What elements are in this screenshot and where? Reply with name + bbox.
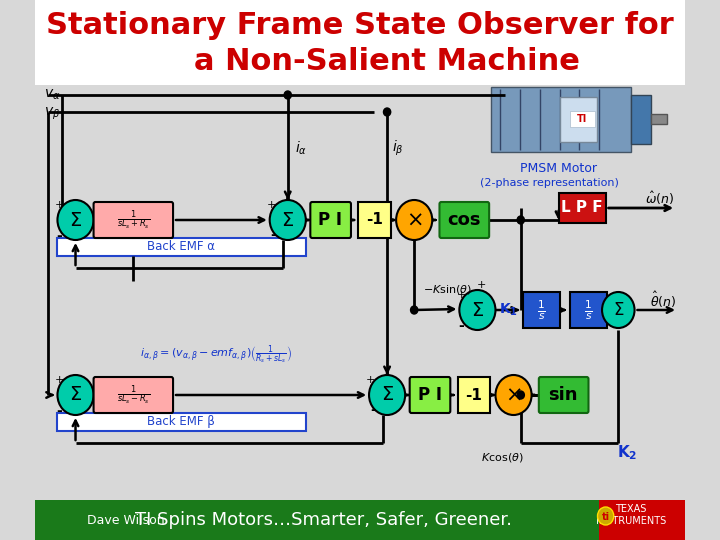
Bar [457,377,490,413]
Text: -1: -1 [366,213,383,227]
Bar [58,413,306,431]
Circle shape [459,290,495,330]
Text: +: + [55,375,64,385]
Text: -: - [458,319,464,333]
Text: Back EMF α: Back EMF α [147,240,215,253]
Text: TEXAS
INSTRUMENTS: TEXAS INSTRUMENTS [596,504,666,526]
Text: TI Spins Motors…Smarter, Safer, Greener.: TI Spins Motors…Smarter, Safer, Greener. [135,511,513,529]
FancyBboxPatch shape [410,377,450,413]
Circle shape [602,292,634,328]
Bar [560,97,597,142]
Text: $i_\beta$: $i_\beta$ [392,138,403,158]
Circle shape [598,507,613,525]
Text: $K\cos(\theta)$: $K\cos(\theta)$ [482,451,524,464]
Text: +: + [55,200,64,210]
Text: Dave Wilson: Dave Wilson [87,514,165,526]
Bar [599,500,685,540]
Text: $\Sigma$: $\Sigma$ [69,211,82,229]
FancyBboxPatch shape [94,377,173,413]
Text: $\frac{1}{sL_s-R_s}$: $\frac{1}{sL_s-R_s}$ [117,383,150,407]
Circle shape [410,306,418,314]
Text: $v_\beta$: $v_\beta$ [44,106,60,122]
Bar [651,114,667,124]
Text: ti: ti [602,512,610,522]
Bar [491,87,631,152]
Text: Back EMF β: Back EMF β [148,415,215,429]
FancyBboxPatch shape [539,377,588,413]
Text: $\Sigma$: $\Sigma$ [282,211,294,229]
Text: $\frac{1}{s}$: $\frac{1}{s}$ [584,298,593,322]
Text: sin: sin [549,386,578,404]
Bar [35,500,685,540]
Bar [559,193,606,223]
Text: P I: P I [318,211,342,229]
Text: $\mathbf{K_1}$: $\mathbf{K_1}$ [499,302,518,318]
Text: -1: -1 [465,388,482,402]
Text: $\hat{\omega}(n)$: $\hat{\omega}(n)$ [645,190,675,206]
Text: $i_\alpha$: $i_\alpha$ [295,139,307,157]
Circle shape [58,375,94,415]
Text: $\frac{1}{sL_s+R_s}$: $\frac{1}{sL_s+R_s}$ [117,208,150,232]
Text: L P F: L P F [562,200,603,215]
Text: $\times$: $\times$ [406,210,423,230]
Circle shape [58,200,94,240]
Circle shape [384,108,391,116]
Bar [570,111,595,127]
Text: +: + [366,375,376,385]
Text: $i_{\alpha,\beta}=(v_{\alpha,\beta}-emf_{\alpha,\beta})\left(\frac{1}{R_s+sL_s}\: $i_{\alpha,\beta}=(v_{\alpha,\beta}-emf_… [140,343,292,366]
Text: P I: P I [418,386,441,404]
Text: +: + [477,280,487,290]
FancyBboxPatch shape [94,202,173,238]
Circle shape [369,375,405,415]
Text: TI: TI [577,114,588,124]
Text: a Non-Salient Machine: a Non-Salient Machine [194,48,580,77]
Circle shape [270,200,306,240]
Circle shape [284,91,292,99]
Text: $\times$: $\times$ [505,385,522,405]
Bar [570,292,608,328]
Text: +: + [456,290,466,300]
Circle shape [517,391,524,399]
Text: -: - [56,229,62,243]
Text: -: - [370,403,376,417]
FancyBboxPatch shape [439,202,489,238]
Text: $\Sigma$: $\Sigma$ [471,300,484,320]
Circle shape [517,216,524,224]
Text: $\mathbf{K_2}$: $\mathbf{K_2}$ [617,444,638,462]
Text: Stationary Frame State Observer for: Stationary Frame State Observer for [46,11,674,40]
Text: +: + [267,200,276,210]
Bar [58,238,306,256]
Text: -: - [56,404,62,418]
Bar [523,292,560,328]
Bar [631,95,651,144]
Bar [358,202,391,238]
Text: PMSM Motor: PMSM Motor [520,161,597,174]
Text: $\Sigma$: $\Sigma$ [613,301,624,319]
Text: $v_\alpha$: $v_\alpha$ [44,88,60,102]
Circle shape [396,200,432,240]
Text: $\hat{\theta}(n)$: $\hat{\theta}(n)$ [650,290,676,310]
FancyBboxPatch shape [310,202,351,238]
Text: $-K\sin(\theta)$: $-K\sin(\theta)$ [423,284,472,296]
Text: (2-phase representation): (2-phase representation) [480,178,619,188]
Circle shape [495,375,531,415]
Text: cos: cos [447,211,481,229]
Text: $\frac{1}{s}$: $\frac{1}{s}$ [537,298,546,322]
Text: $\Sigma$: $\Sigma$ [381,386,394,404]
Bar [35,0,685,85]
Text: -: - [271,228,276,242]
Text: $\Sigma$: $\Sigma$ [69,386,82,404]
